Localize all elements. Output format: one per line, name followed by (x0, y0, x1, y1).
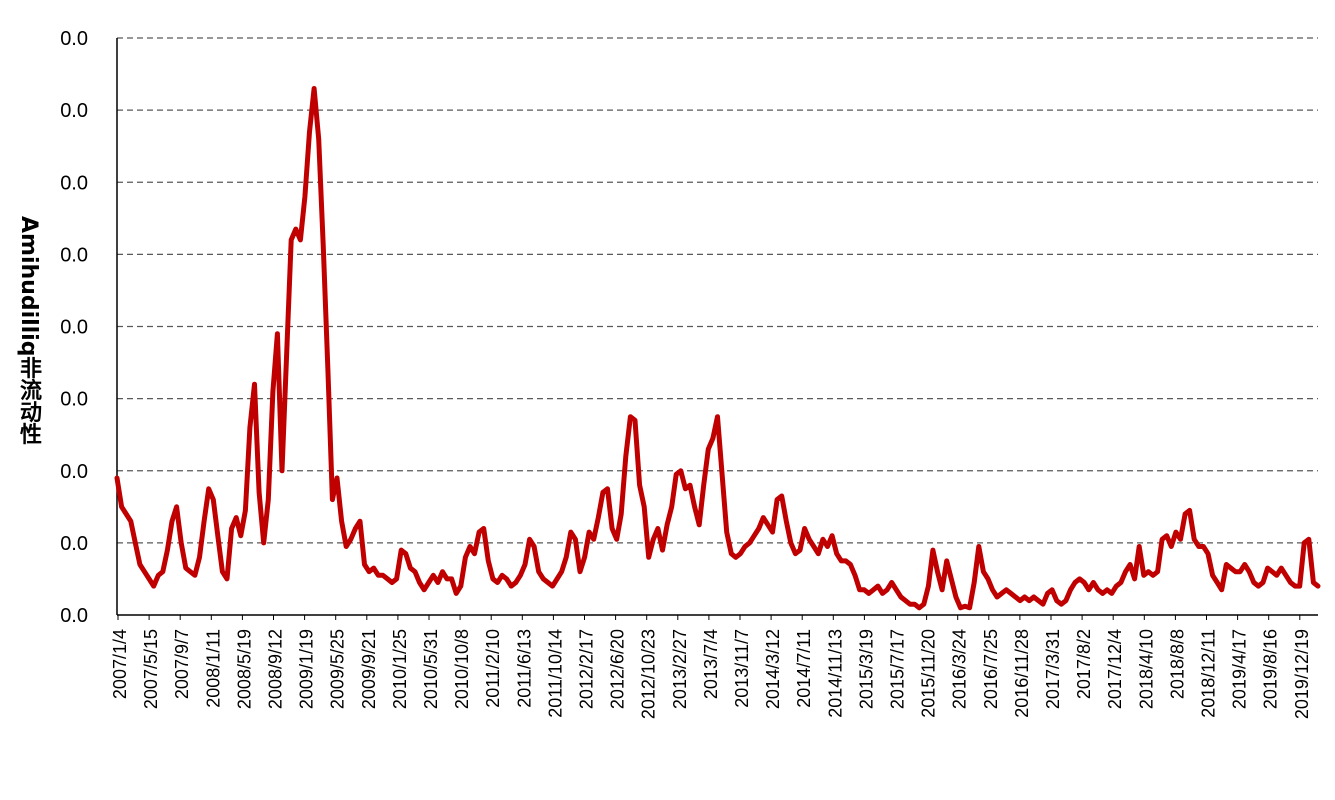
x-tick-label: 2007/1/4 (110, 629, 130, 699)
x-tick-label: 2017/8/2 (1074, 629, 1094, 699)
x-tick-label: 2016/11/28 (1012, 629, 1032, 718)
y-tick-label: 0.0 (60, 172, 88, 194)
x-tick-label: 2014/3/12 (763, 629, 783, 709)
series-line (114, 86, 1321, 611)
x-tick-label: 2009/9/21 (359, 629, 379, 709)
x-tick-label: 2014/7/11 (794, 629, 814, 708)
x-tick-labels: 2007/1/4 2007/5/15 2007/9/7 2008/1/11 2008/5… (110, 615, 1312, 719)
x-tick-label: 2010/1/25 (390, 629, 410, 709)
y-tick-label: 0.0 (60, 28, 88, 50)
x-tick-label: 2012/2/17 (577, 629, 597, 709)
x-tick-label: 2015/11/20 (919, 629, 939, 718)
x-tick-label: 2015/3/19 (856, 629, 876, 709)
x-tick-label: 2008/1/11 (203, 629, 223, 708)
x-tick-label: 2019/4/17 (1230, 629, 1250, 709)
x-tick-label: 2018/8/8 (1167, 629, 1187, 699)
x-tick-label: 2011/10/14 (545, 629, 565, 718)
x-tick-label: 2018/4/10 (1136, 629, 1156, 709)
x-tick-label: 2016/3/24 (950, 629, 970, 709)
x-tick-label: 2015/7/17 (888, 629, 908, 709)
y-axis-label-text: Amihudilliq非流动性 (16, 215, 41, 445)
x-tick-label: 2013/11/7 (732, 629, 752, 708)
x-tick-label: 2009/1/19 (297, 629, 317, 709)
x-tick-label: 2008/9/12 (266, 629, 286, 709)
x-tick-label: 2018/12/11 (1199, 629, 1219, 718)
x-tick-label: 2014/11/13 (825, 629, 845, 718)
x-tick-label: 2012/10/23 (639, 629, 659, 719)
y-tick-label: 0.0 (60, 244, 88, 266)
y-axis-label: Amihudilliq非流动性 (8, 205, 48, 455)
y-tick-labels: 0.0 0.0 0.0 0.0 0.0 0.0 0.0 0.0 0.0 (60, 28, 88, 627)
grid-lines (117, 37, 1318, 544)
y-tick-label: 0.0 (60, 317, 88, 339)
x-tick-label: 2017/12/4 (1105, 629, 1125, 709)
x-tick-label: 2011/2/10 (483, 629, 503, 708)
x-tick-label: 2009/5/25 (328, 629, 348, 709)
y-tick-label: 0.0 (60, 605, 88, 627)
x-tick-label: 2012/6/20 (608, 629, 628, 709)
series-layer (114, 86, 1321, 611)
x-tick-label: 2016/7/25 (981, 629, 1001, 709)
y-tick-label: 0.0 (60, 533, 88, 555)
y-tick-label: 0.0 (60, 100, 88, 122)
x-tick-label: 2010/10/8 (452, 629, 472, 709)
x-tick-label: 2013/7/4 (701, 629, 721, 699)
x-tick-label: 2013/2/27 (670, 629, 690, 709)
x-tick-label: 2007/9/7 (172, 629, 192, 699)
x-tick-label: 2017/3/31 (1043, 629, 1063, 709)
x-tick-label: 2019/8/16 (1261, 629, 1281, 709)
x-tick-label: 2008/5/19 (234, 629, 254, 709)
x-tick-label: 2011/6/13 (514, 629, 534, 708)
axes (116, 38, 1318, 616)
x-tick-label: 2007/5/15 (141, 629, 161, 709)
x-tick-label: 2010/5/31 (421, 629, 441, 709)
x-tick-label: 2019/12/19 (1292, 629, 1312, 719)
y-tick-label: 0.0 (60, 461, 88, 483)
y-tick-label: 0.0 (60, 389, 88, 411)
